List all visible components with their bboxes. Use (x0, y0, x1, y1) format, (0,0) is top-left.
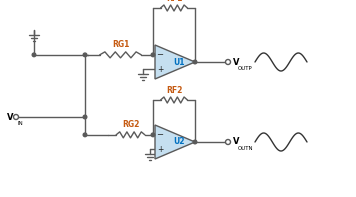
Text: +: + (157, 145, 163, 154)
Text: V: V (6, 112, 13, 122)
Circle shape (151, 133, 155, 137)
Circle shape (14, 114, 19, 120)
Circle shape (83, 115, 87, 119)
Text: RG2: RG2 (122, 120, 139, 129)
Text: U2: U2 (173, 138, 185, 147)
Polygon shape (155, 125, 195, 159)
Text: −: − (157, 130, 163, 139)
Text: IN: IN (17, 121, 23, 126)
Circle shape (225, 59, 230, 64)
Circle shape (193, 60, 197, 64)
Circle shape (151, 53, 155, 57)
Text: RF1: RF1 (166, 0, 182, 3)
Text: +: + (157, 65, 163, 74)
Text: V: V (233, 58, 240, 67)
Circle shape (32, 53, 36, 57)
Text: OUTP: OUTP (238, 66, 253, 71)
Text: OUTN: OUTN (238, 146, 253, 151)
Circle shape (225, 139, 230, 145)
Circle shape (83, 53, 87, 57)
Text: RF2: RF2 (166, 86, 182, 95)
Text: RG1: RG1 (112, 40, 129, 49)
Text: U1: U1 (173, 58, 185, 67)
Polygon shape (155, 45, 195, 79)
Text: V: V (233, 138, 240, 147)
Circle shape (193, 140, 197, 144)
Text: −: − (157, 50, 163, 59)
Circle shape (83, 133, 87, 137)
